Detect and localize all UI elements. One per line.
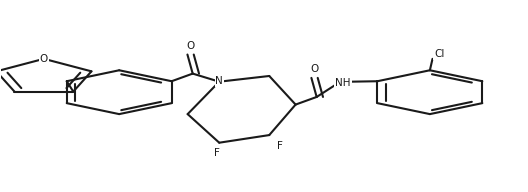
Text: O: O [186,41,195,51]
Text: Cl: Cl [434,49,445,59]
Text: F: F [214,148,220,158]
Text: O: O [310,64,319,74]
Text: NH: NH [335,78,351,88]
Text: F: F [277,141,282,151]
Text: O: O [40,54,48,64]
Text: N: N [215,76,223,86]
